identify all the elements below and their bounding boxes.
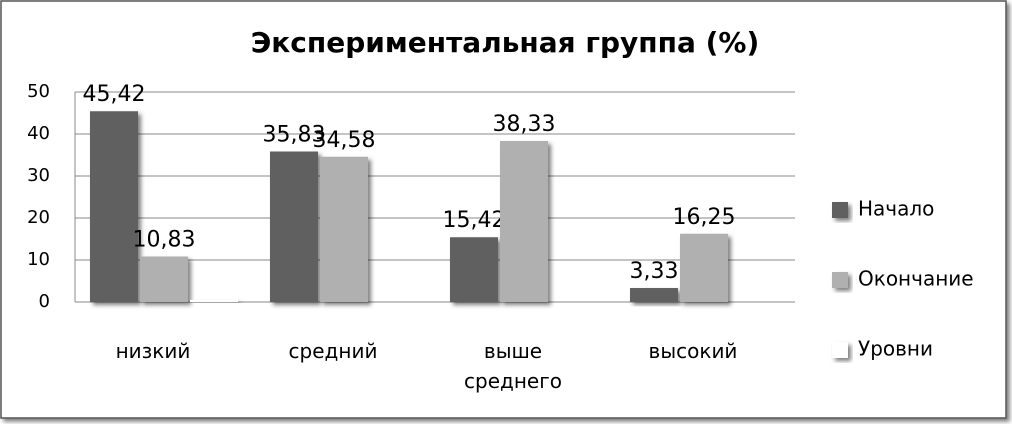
x-tick-label: выше среднего bbox=[464, 339, 562, 393]
bar bbox=[320, 156, 368, 302]
legend-label: Окончание bbox=[858, 267, 974, 291]
data-label: 16,25 bbox=[673, 205, 736, 230]
bar bbox=[450, 237, 498, 302]
data-label: 38,33 bbox=[493, 112, 556, 137]
data-label: 10,83 bbox=[133, 228, 196, 253]
legend-swatch bbox=[832, 202, 848, 218]
y-tick-label: 50 bbox=[27, 81, 50, 102]
bar bbox=[500, 141, 548, 302]
legend-label: Начало bbox=[858, 197, 934, 221]
chart-title: Экспериментальная группа (%) bbox=[251, 26, 760, 59]
bar bbox=[140, 256, 188, 302]
data-label: 34,58 bbox=[313, 128, 376, 153]
y-tick-label: 20 bbox=[27, 207, 50, 228]
x-tick-label: средний bbox=[288, 339, 378, 363]
bar bbox=[190, 299, 238, 302]
y-tick-label: 10 bbox=[27, 249, 50, 270]
data-label: 3,33 bbox=[630, 259, 679, 284]
x-tick-label: высокий bbox=[648, 339, 738, 363]
bar bbox=[680, 233, 728, 302]
bar bbox=[270, 151, 318, 302]
legend-label: Уровни bbox=[858, 337, 933, 361]
legend-swatch bbox=[832, 342, 848, 358]
bar bbox=[630, 288, 678, 302]
data-label: 45,42 bbox=[83, 82, 146, 107]
data-label: 15,42 bbox=[443, 208, 506, 233]
y-tick-label: 30 bbox=[27, 165, 50, 186]
data-label: 35,83 bbox=[263, 123, 326, 148]
y-tick-label: 40 bbox=[27, 123, 50, 144]
y-tick-label: 0 bbox=[39, 291, 50, 312]
x-tick-label: низкий bbox=[115, 339, 191, 363]
bar bbox=[90, 111, 138, 303]
legend-swatch bbox=[832, 272, 848, 288]
